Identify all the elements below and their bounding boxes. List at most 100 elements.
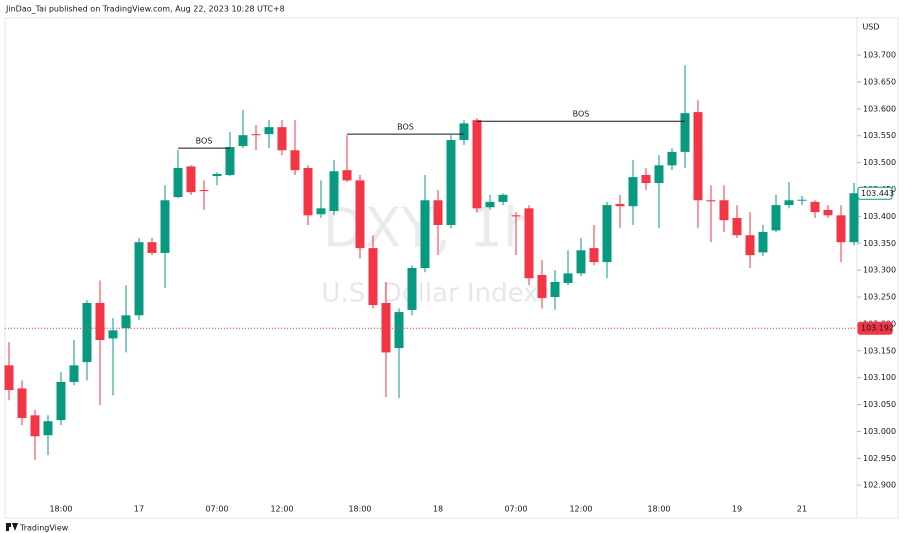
candle-body [784,200,794,206]
y-tick-label: 103.400 [863,212,896,221]
candle-body [290,150,300,171]
x-tick-label: 18:00 [647,505,670,514]
candle-body [745,235,755,256]
candle-body [56,381,66,421]
candle-body [758,231,768,253]
candle-body [82,302,92,363]
candle-body [485,201,495,208]
candle-body [589,248,599,263]
x-tick-label: 18:00 [348,505,371,514]
candle-body [628,177,638,207]
candle-body [381,302,391,353]
brand: TradingView [19,524,69,533]
x-tick-label: 12:00 [270,505,293,514]
candle-body [602,205,612,263]
candle-body [836,215,846,243]
candle-body [511,215,521,217]
x-tick-label: 07:00 [504,505,527,514]
candle-body [797,199,807,201]
price-badge [857,321,893,335]
candle-body [186,166,196,193]
x-tick-label: 21 [797,505,807,514]
watermark-symbol: DXY, 1h [323,197,537,260]
candle-body [823,209,833,216]
candle-body [355,180,365,249]
candle-body [329,171,339,212]
x-tick-label: 12:00 [569,505,592,514]
candle-body [667,151,677,166]
y-tick-label: 103.250 [863,293,896,302]
candle-body [277,127,287,151]
candle-body [173,168,183,198]
candle-body [4,365,14,391]
candle-body [472,120,482,209]
price-badge [857,186,893,200]
frame [4,17,899,519]
candle-body [342,170,352,181]
candle-body [420,200,430,268]
y-tick-label: 103.150 [863,346,896,355]
candle-body [30,415,40,437]
logo [6,523,18,531]
candle-body [212,173,222,177]
x-tick-label: 18 [433,505,443,514]
candle-body [732,218,742,236]
candle-body [576,250,586,274]
y-tick-label: 103.300 [863,266,896,275]
candle-body [524,208,534,279]
x-tick-label: 17 [134,505,144,514]
candle-body [810,201,820,213]
y-tick-label: 103.050 [863,400,896,409]
price-label: 103.443 [861,189,894,198]
price-label: 103.192 [861,324,894,333]
header: JinDao_Tai published on TradingView.com,… [5,5,285,14]
candle-body [641,174,651,184]
x-tick-label: 19 [732,505,742,514]
y-tick-label: 103.700 [863,51,896,60]
candle-body [108,330,118,339]
x-tick-label: 07:00 [205,505,228,514]
candle-body [550,281,560,298]
candle-body [43,421,53,436]
candle-body [407,268,417,310]
candle-body [316,208,326,215]
y-tick-label: 102.950 [863,454,896,463]
y-tick-label: 102.900 [863,481,896,490]
candle-body [693,112,703,201]
bos-label: BOS [397,123,414,132]
candle-body [238,135,248,146]
candle-body [771,205,781,231]
candle-body [95,302,105,341]
candle-body [680,113,690,152]
candle-body [498,194,508,202]
candle-body [225,147,235,175]
y-tick-label: 103.550 [863,131,896,140]
candle-body [303,168,313,216]
candle-body [563,273,573,284]
candle-body [368,248,378,306]
candle-body [537,274,547,299]
candle-body [251,134,261,136]
candle-body [17,388,27,418]
candle-body [134,242,144,316]
x-tick-label: 18:00 [49,505,72,514]
y-tick-label: 103.350 [863,239,896,248]
y-tick-label: 103.100 [863,373,896,382]
candle-body [69,365,79,382]
candle-body [615,204,625,207]
candle-body [160,200,170,253]
candle-body [433,200,443,225]
candle-body [706,200,716,202]
candle-body [147,242,157,253]
bos-label: BOS [196,137,213,146]
candle-body [654,165,664,184]
candle-body [394,312,404,349]
candle-body [459,123,469,141]
candle-body [849,193,859,243]
candle-body [199,190,209,192]
bos-label: BOS [573,110,590,119]
candle-body [121,315,131,329]
candle-body [446,140,456,225]
watermark-name: U.S. Dollar Index [321,279,538,309]
